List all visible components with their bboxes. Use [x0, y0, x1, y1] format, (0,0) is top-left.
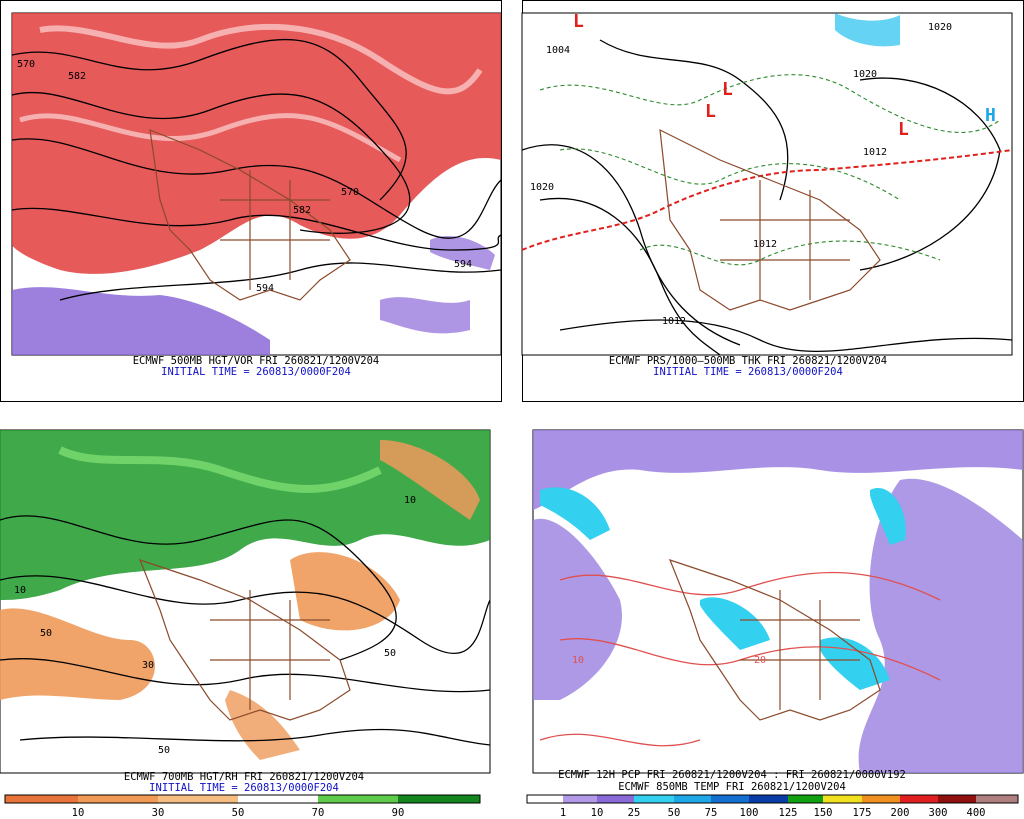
- colorbar: 1 10 25 50 75 100 125 150 175 200 300 400: [526, 794, 1019, 819]
- contour-label: 10: [14, 585, 26, 596]
- contour-label: 594: [454, 259, 472, 270]
- map-mslp: [521, 12, 1013, 356]
- colorbar-label: 70: [312, 807, 325, 819]
- contour-label: 570: [17, 59, 35, 70]
- caption: ECMWF 850MB TEMP FRI 260821/1200V204: [618, 781, 846, 793]
- contour-label: 10: [404, 495, 416, 506]
- initial-time: INITIAL TIME = 260813/0000F204: [161, 366, 351, 378]
- initial-time: INITIAL TIME = 260813/0000F204: [653, 366, 843, 378]
- contour-label: 1012: [863, 147, 887, 158]
- colorbar-swatch: [862, 795, 900, 803]
- colorbar-label: 50: [232, 807, 245, 819]
- colorbar-label: 10: [72, 807, 85, 819]
- colorbar-label: 25: [628, 807, 641, 819]
- colorbar: 10 30 50 70 90: [4, 794, 481, 819]
- pressure-center: L: [573, 11, 584, 32]
- caption: ECMWF 12H PCP FRI 260821/1200V204 : FRI …: [558, 769, 906, 781]
- colorbar-swatch: [938, 795, 976, 803]
- initial-time: INITIAL TIME = 260813/0000F204: [149, 782, 339, 794]
- colorbar-swatch: [823, 795, 862, 803]
- colorbar-swatch: [563, 795, 597, 803]
- pressure-center: H: [985, 105, 996, 126]
- map-500mb: [11, 12, 502, 356]
- contour-label: 1012: [662, 316, 686, 327]
- colorbar-label: 125: [779, 807, 798, 819]
- colorbar-swatch: [788, 795, 823, 803]
- colorbar-label: 175: [853, 807, 872, 819]
- colorbar-label: 1: [560, 807, 566, 819]
- contour-label: 1004: [546, 45, 570, 56]
- colorbar-swatch: [900, 795, 938, 803]
- colorbar-label: 50: [668, 807, 681, 819]
- contour-label: 50: [40, 628, 52, 639]
- colorbar-frame: [526, 794, 1019, 804]
- contour-label: 30: [142, 660, 154, 671]
- caption: ECMWF PRS/1000–500MB THK FRI 260821/1200…: [609, 355, 887, 367]
- contour-label: 50: [384, 648, 396, 659]
- colorbar-label: 200: [891, 807, 910, 819]
- map-precip: [532, 429, 1024, 774]
- caption: ECMWF 500MB HGT/VOR FRI 260821/1200V204: [133, 355, 380, 367]
- contour-label: 10: [572, 655, 584, 666]
- contour-label: 582: [293, 205, 311, 216]
- colorbar-label: 400: [967, 807, 986, 819]
- colorbar-label: 150: [814, 807, 833, 819]
- colorbar-label: 300: [929, 807, 948, 819]
- colorbar-swatch: [976, 795, 1018, 803]
- colorbar-label: 30: [152, 807, 165, 819]
- colorbar-swatch: [711, 795, 749, 803]
- contour-label: 570: [341, 187, 359, 198]
- pressure-center: L: [705, 101, 716, 122]
- contour-label: 1020: [530, 182, 554, 193]
- pressure-center: L: [722, 79, 733, 100]
- colorbar-swatch: [597, 795, 634, 803]
- contour-label: 1020: [853, 69, 877, 80]
- map-700mb: [0, 429, 491, 774]
- contour-label: 582: [68, 71, 86, 82]
- colorbar-label: 90: [392, 807, 405, 819]
- pressure-center: L: [898, 119, 909, 140]
- colorbar-swatch: [674, 795, 711, 803]
- contour-label: 20: [754, 655, 766, 666]
- contour-label: 594: [256, 283, 274, 294]
- colorbar-swatch: [749, 795, 788, 803]
- contour-label: 1020: [928, 22, 952, 33]
- contour-label: 1012: [753, 239, 777, 250]
- colorbar-swatch: [527, 795, 563, 803]
- colorbar-swatch: [634, 795, 674, 803]
- caption: ECMWF 700MB HGT/RH FRI 260821/1200V204: [124, 771, 364, 783]
- colorbar-label: 100: [740, 807, 759, 819]
- colorbar-label: 10: [591, 807, 604, 819]
- contour-label: 50: [158, 745, 170, 756]
- colorbar-label: 75: [705, 807, 718, 819]
